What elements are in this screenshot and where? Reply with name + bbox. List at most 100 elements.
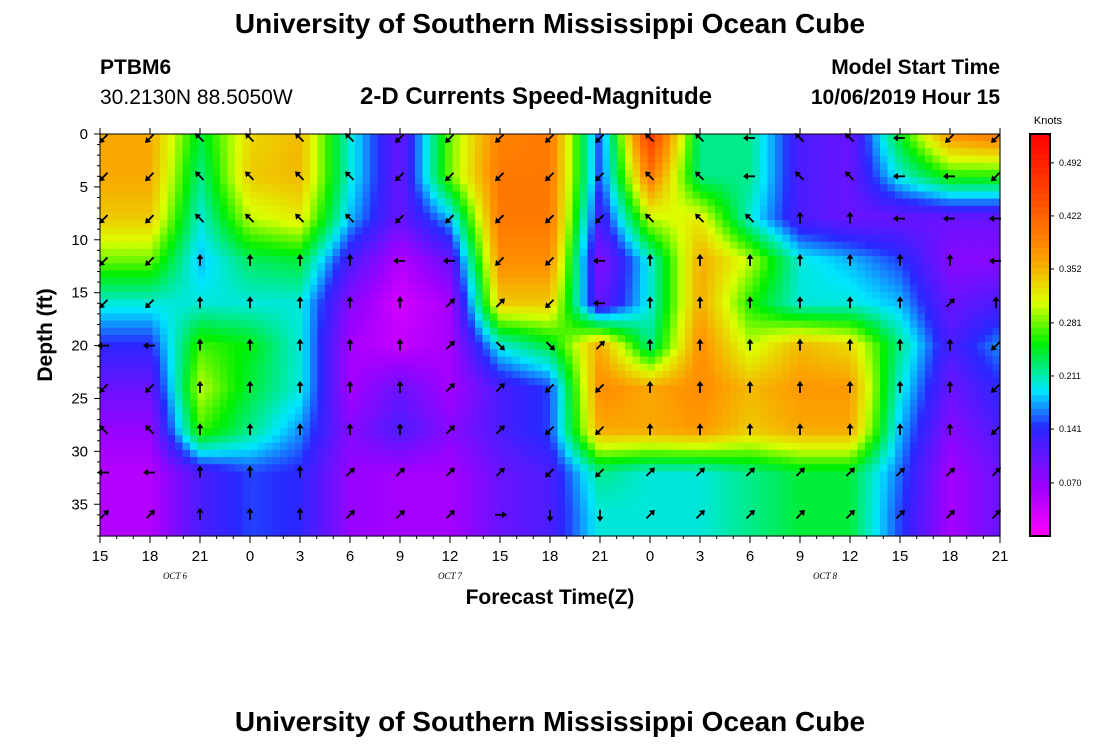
heat-cell: [145, 349, 154, 358]
heat-cell: [692, 392, 701, 401]
heat-cell: [347, 134, 356, 142]
heat-cell: [895, 177, 904, 185]
heat-cell: [107, 421, 116, 429]
heat-cell: [587, 141, 596, 149]
heat-cell: [902, 256, 911, 264]
heat-cell: [160, 241, 169, 250]
heat-cell: [272, 248, 281, 257]
heat-cell: [835, 248, 844, 257]
heat-cell: [160, 227, 169, 236]
heat-cell: [722, 356, 731, 365]
heat-cell: [812, 134, 821, 142]
heat-cell: [955, 406, 964, 415]
heat-cell: [850, 263, 859, 271]
heat-cell: [235, 299, 244, 307]
heat-cell: [167, 256, 176, 264]
heat-cell: [670, 306, 679, 315]
heat-cell: [707, 349, 716, 358]
heat-cell: [362, 428, 371, 437]
heat-cell: [970, 270, 979, 279]
heat-cell: [910, 184, 919, 193]
heat-cell: [250, 212, 259, 221]
heat-cell: [715, 399, 724, 408]
heat-cell: [212, 342, 221, 350]
heat-cell: [257, 406, 266, 415]
heat-cell: [775, 306, 784, 315]
heat-cell: [782, 184, 791, 193]
heat-cell: [227, 370, 236, 379]
heat-cell: [910, 413, 919, 422]
heat-cell: [475, 234, 484, 243]
heat-cell: [175, 227, 184, 236]
heat-cell: [392, 284, 401, 293]
heat-cell: [482, 385, 491, 394]
heat-cell: [362, 177, 371, 185]
heat-cell: [940, 378, 949, 386]
heat-cell: [512, 162, 521, 171]
heat-cell: [685, 155, 694, 164]
heat-cell: [422, 270, 431, 279]
heat-cell: [160, 299, 169, 307]
heat-cell: [250, 284, 259, 293]
heat-cell: [100, 162, 109, 171]
heat-cell: [602, 220, 611, 228]
heat-cell: [497, 270, 506, 279]
heat-cell: [160, 134, 169, 142]
heat-cell: [385, 134, 394, 142]
heat-cell: [715, 320, 724, 329]
heat-cell: [820, 335, 829, 343]
heat-cell: [955, 155, 964, 164]
heat-cell: [227, 241, 236, 250]
heat-cell: [152, 155, 161, 164]
heat-cell: [370, 399, 379, 408]
heat-cell: [677, 134, 686, 142]
heat-cell: [520, 284, 529, 293]
heat-cell: [227, 155, 236, 164]
heat-cell: [122, 320, 131, 329]
heat-cell: [310, 284, 319, 293]
heat-cell: [505, 342, 514, 350]
heat-cell: [835, 356, 844, 365]
heat-cell: [115, 191, 124, 200]
heat-cell: [167, 306, 176, 315]
heat-cell: [347, 428, 356, 437]
heat-cell: [715, 421, 724, 429]
heat-cell: [820, 162, 829, 171]
heat-cell: [977, 378, 986, 386]
heat-cell: [377, 363, 386, 372]
heat-cell: [122, 370, 131, 379]
heat-cell: [722, 148, 731, 157]
heat-cell: [985, 270, 994, 279]
heat-cell: [962, 378, 971, 386]
heat-cell: [130, 212, 139, 221]
heat-cell: [865, 320, 874, 329]
heat-cell: [760, 241, 769, 250]
heat-cell: [152, 399, 161, 408]
heat-cell: [482, 184, 491, 193]
heat-cell: [632, 162, 641, 171]
heat-cell: [317, 421, 326, 429]
heat-cell: [280, 191, 289, 200]
heat-cell: [197, 220, 206, 228]
heat-cell: [782, 356, 791, 365]
heat-cell: [137, 421, 146, 429]
heat-cell: [595, 370, 604, 379]
heat-cell: [347, 363, 356, 372]
heat-cell: [872, 291, 881, 300]
heat-cell: [707, 370, 716, 379]
heat-cell: [535, 220, 544, 228]
heat-cell: [640, 392, 649, 401]
heat-cell: [797, 349, 806, 358]
heat-cell: [362, 234, 371, 243]
heat-cell: [550, 335, 559, 343]
heat-cell: [535, 227, 544, 236]
heat-cell: [295, 356, 304, 365]
heat-cell: [917, 141, 926, 149]
heat-cell: [227, 248, 236, 257]
heat-cell: [257, 148, 266, 157]
heat-cell: [437, 413, 446, 422]
heat-cell: [782, 169, 791, 178]
heat-cell: [400, 234, 409, 243]
heat-cell: [820, 284, 829, 293]
heat-cell: [760, 327, 769, 336]
